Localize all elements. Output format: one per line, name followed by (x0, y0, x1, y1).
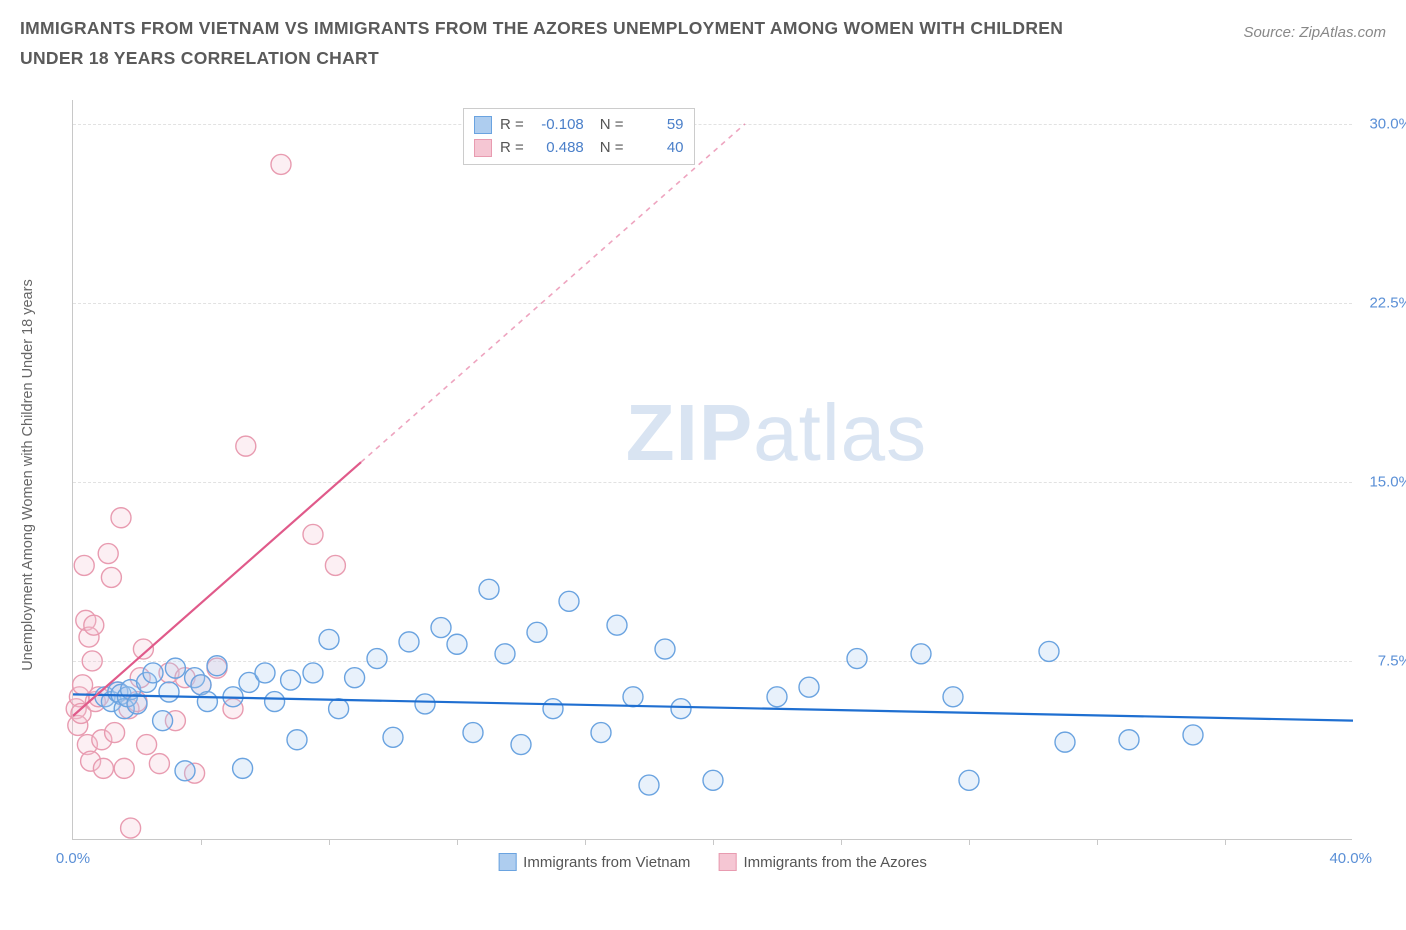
correlation-legend: R = -0.108 N = 59 R = 0.488 N = 40 (463, 108, 695, 165)
y-tick-label: 15.0% (1369, 473, 1406, 490)
series-legend: Immigrants from Vietnam Immigrants from … (498, 853, 927, 871)
x-min-label: 0.0% (56, 850, 90, 867)
swatch-vietnam (474, 116, 492, 134)
scatter-svg (73, 100, 1352, 839)
y-tick-label: 30.0% (1369, 115, 1406, 132)
swatch-azores (474, 139, 492, 157)
y-tick-label: 7.5% (1378, 652, 1406, 669)
swatch-vietnam-icon (498, 853, 516, 871)
y-tick-label: 22.5% (1369, 294, 1406, 311)
chart-title: IMMIGRANTS FROM VIETNAM VS IMMIGRANTS FR… (20, 14, 1120, 74)
legend-item-vietnam: Immigrants from Vietnam (498, 853, 690, 871)
y-axis-label: Unemployment Among Women with Children U… (20, 279, 36, 670)
legend-row-azores: R = 0.488 N = 40 (474, 137, 684, 160)
chart-container: Unemployment Among Women with Children U… (20, 90, 1386, 860)
legend-item-azores: Immigrants from the Azores (718, 853, 926, 871)
legend-row-vietnam: R = -0.108 N = 59 (474, 114, 684, 137)
x-max-label: 40.0% (1329, 850, 1372, 867)
source-attribution: Source: ZipAtlas.com (1243, 24, 1386, 41)
swatch-azores-icon (718, 853, 736, 871)
plot-area: ZIPatlas 7.5%15.0%22.5%30.0% R = -0.108 … (72, 100, 1352, 840)
